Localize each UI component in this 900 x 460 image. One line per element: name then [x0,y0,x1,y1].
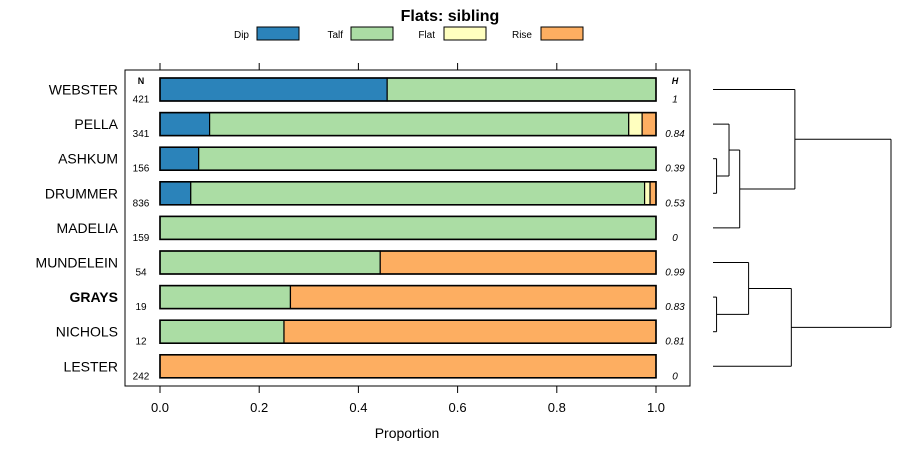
category-label: MUNDELEIN [36,255,118,271]
n-value: 54 [135,268,147,279]
bar-row: LESTER 242 0 [64,353,678,382]
x-axis: 0.0 0.2 0.4 0.6 0.8 1.0 [151,386,665,415]
bar-segment-rise [283,319,657,344]
n-column-header: N [138,76,145,86]
category-label: WEBSTER [49,82,118,98]
h-value: 1 [672,95,678,106]
bar-row: ASHKUM 156 0.39 [58,146,685,175]
category-label: PELLA [74,116,118,132]
n-value: 242 [133,371,150,382]
legend-label-talf: Talf [327,30,343,41]
n-value: 341 [133,129,150,140]
bar-segment-talf [159,215,657,240]
bar-segment-talf [209,111,630,137]
bar-segment-rise [641,111,657,137]
bar-row: WEBSTER 421 1 [49,77,678,106]
x-tick-label: 1.0 [647,400,665,415]
bar-segment-rise [649,181,657,206]
legend-label-flat: Flat [418,30,435,41]
category-label: DRUMMER [45,185,118,201]
bar-row: GRAYS 19 0.83 [69,284,685,313]
bar-outline [159,284,657,310]
bar-outline [159,181,657,206]
h-value: 0.53 [665,198,685,209]
bar-row: MADELIA 159 0 [57,215,678,244]
x-tick-label: 0.4 [349,400,367,415]
legend-swatch-talf [350,26,394,41]
bar-row: DRUMMER 836 0.53 [45,181,685,209]
plot-frame [124,69,691,387]
n-value: 836 [133,198,150,209]
h-value: 0.84 [665,129,685,140]
bar-segment-rise [379,250,657,275]
bar-outline [159,215,657,241]
bar-segment-rise [289,285,657,310]
h-value: 0.39 [665,164,685,175]
bar-segment-dip [159,77,388,102]
legend-swatch-rise [540,26,584,41]
bar-segment-dip [159,146,200,171]
h-column-header: H [672,76,679,86]
category-label: NICHOLS [56,324,118,340]
bar-segment-flat [643,181,651,206]
dendrogram [713,89,892,367]
n-value: 159 [133,233,150,244]
x-tick-label: 0.0 [151,400,169,415]
bar-segment-talf [159,319,285,344]
bar-outline [159,250,657,275]
h-value: 0.81 [665,337,684,348]
n-value: 12 [135,337,147,348]
h-value: 0 [672,371,678,382]
n-value: 421 [133,95,150,106]
bar-segment-dip [159,181,192,206]
top-axis-ticks [159,63,657,70]
legend-swatch-dip [256,26,300,41]
bar-outline [159,77,657,102]
category-label: LESTER [64,358,118,374]
bar-row: PELLA 341 0.84 [74,111,685,140]
bar-segment-flat [628,111,643,137]
x-axis-title: Proportion [375,425,440,441]
bar-segment-talf [386,77,657,102]
bar-row: MUNDELEIN 54 0.99 [36,250,685,279]
bar-segment-dip [159,111,211,137]
h-value: 0 [672,233,678,244]
category-label: ASHKUM [58,151,118,167]
x-tick-label: 0.8 [548,400,566,415]
x-tick-label: 0.2 [250,400,268,415]
bar-segment-talf [190,181,646,206]
chart-title: Flats: sibling [401,8,500,25]
n-value: 19 [135,302,147,313]
h-value: 0.83 [665,302,685,313]
n-value: 156 [133,164,150,175]
bar-outline [159,111,657,137]
bar-outline [159,146,657,171]
bar-outline [159,319,657,345]
bar-row: NICHOLS 12 0.81 [56,319,685,348]
category-label: GRAYS [69,289,118,305]
bar-segment-talf [159,285,292,310]
legend: Dip Talf Flat Rise [234,26,584,41]
h-value: 0.99 [665,268,685,279]
legend-label-dip: Dip [234,30,249,41]
bar-segment-talf [198,146,657,171]
x-tick-label: 0.6 [449,400,467,415]
legend-swatch-flat [443,26,487,41]
bar-rows: WEBSTER 421 1 PELLA 341 0.84 ASHKUM 156 0.39 DRUM… [36,77,685,382]
category-label: MADELIA [57,220,119,236]
bar-segment-talf [159,250,381,275]
legend-label-rise: Rise [512,30,532,41]
bar-outline [159,353,657,379]
bar-segment-rise [159,354,657,379]
